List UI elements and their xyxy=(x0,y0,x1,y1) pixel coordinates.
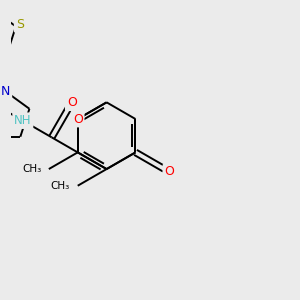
Text: CH₃: CH₃ xyxy=(22,164,41,174)
Text: O: O xyxy=(67,96,77,109)
Text: O: O xyxy=(73,112,83,125)
Text: CH₃: CH₃ xyxy=(51,181,70,191)
Text: N: N xyxy=(1,85,10,98)
Text: S: S xyxy=(16,18,24,31)
Text: O: O xyxy=(164,165,174,178)
Text: NH: NH xyxy=(14,114,32,127)
